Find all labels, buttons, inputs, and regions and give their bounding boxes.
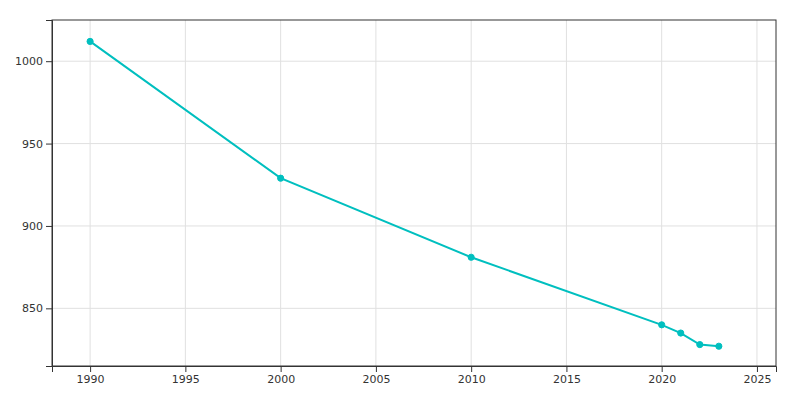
grid-line-x bbox=[185, 20, 186, 366]
y-tick: 1000 bbox=[15, 55, 52, 68]
y-tick: 850 bbox=[22, 302, 52, 315]
grid bbox=[52, 20, 776, 366]
grid-line-x bbox=[280, 20, 281, 366]
x-tick-mark bbox=[376, 366, 377, 372]
marker bbox=[716, 343, 722, 349]
y-tick: 950 bbox=[22, 138, 52, 151]
x-tick-mark bbox=[471, 366, 472, 372]
x-tick: 2000 bbox=[267, 366, 295, 386]
x-tick: 2025 bbox=[743, 366, 771, 386]
page: {"chart_data": {"type": "line", "x": [19… bbox=[0, 0, 800, 400]
x-tick-mark bbox=[757, 366, 758, 372]
x-tick-mark bbox=[281, 366, 282, 372]
x-tick-label: 2020 bbox=[648, 373, 676, 386]
x-tick-mark bbox=[566, 366, 567, 372]
x-tick-label: 1990 bbox=[77, 373, 105, 386]
x-tick: 2005 bbox=[362, 366, 390, 386]
grid-line-x bbox=[375, 20, 376, 366]
data-layer bbox=[87, 38, 722, 349]
y-tick-label: 1000 bbox=[15, 55, 43, 68]
x-tick-mark bbox=[662, 366, 663, 372]
marker bbox=[678, 330, 684, 336]
x-tick-label: 2010 bbox=[458, 373, 486, 386]
y-tick-mark bbox=[46, 144, 52, 145]
grid-line-x bbox=[661, 20, 662, 366]
y-tick-mark bbox=[46, 308, 52, 309]
y-tick-mark bbox=[46, 61, 52, 62]
x-tick: 2015 bbox=[553, 366, 581, 386]
x-tick-label: 2015 bbox=[553, 373, 581, 386]
grid-line-x bbox=[566, 20, 567, 366]
x-tick-label: 2000 bbox=[267, 373, 295, 386]
marker bbox=[659, 322, 665, 328]
grid-line-x bbox=[471, 20, 472, 366]
grid-line-y bbox=[52, 308, 776, 309]
x-tick: 1995 bbox=[172, 366, 200, 386]
x-tick-label: 2025 bbox=[743, 373, 771, 386]
chart-svg: 1990 1995 2000 2005 2010 2015 2020 2025 850 900 95… bbox=[0, 0, 800, 400]
y-tick-mark bbox=[46, 226, 52, 227]
marker bbox=[468, 254, 474, 260]
marker bbox=[278, 175, 284, 181]
marker bbox=[87, 38, 93, 44]
grid-line-x bbox=[90, 20, 91, 366]
plot-frame bbox=[52, 20, 776, 366]
x-tick: 1990 bbox=[77, 366, 105, 386]
y-axis: 850 900 950 1000 bbox=[15, 21, 53, 367]
x-axis: 1990 1995 2000 2005 2010 2015 2020 2025 bbox=[53, 366, 777, 386]
x-tick-label: 2005 bbox=[362, 373, 390, 386]
x-tick-mark bbox=[90, 366, 91, 372]
x-tick: 2020 bbox=[648, 366, 676, 386]
x-tick-label: 1995 bbox=[172, 373, 200, 386]
grid-line-y bbox=[52, 61, 776, 62]
y-tick: 900 bbox=[22, 220, 52, 233]
y-tick-label: 900 bbox=[22, 220, 43, 233]
y-tick-label: 950 bbox=[22, 138, 43, 151]
chart-container: 1990 1995 2000 2005 2010 2015 2020 2025 850 900 95… bbox=[0, 0, 800, 400]
x-tick-mark bbox=[185, 366, 186, 372]
plot: 1990 1995 2000 2005 2010 2015 2020 2025 850 900 95… bbox=[15, 20, 777, 386]
line bbox=[90, 41, 719, 346]
grid-line-y bbox=[52, 225, 776, 226]
grid-line-x bbox=[756, 20, 757, 366]
y-axis-line bbox=[46, 21, 53, 367]
x-tick: 2010 bbox=[458, 366, 486, 386]
y-tick-label: 850 bbox=[22, 302, 43, 315]
grid-line-y bbox=[52, 143, 776, 144]
x-axis-line bbox=[53, 367, 777, 373]
marker bbox=[697, 341, 703, 347]
